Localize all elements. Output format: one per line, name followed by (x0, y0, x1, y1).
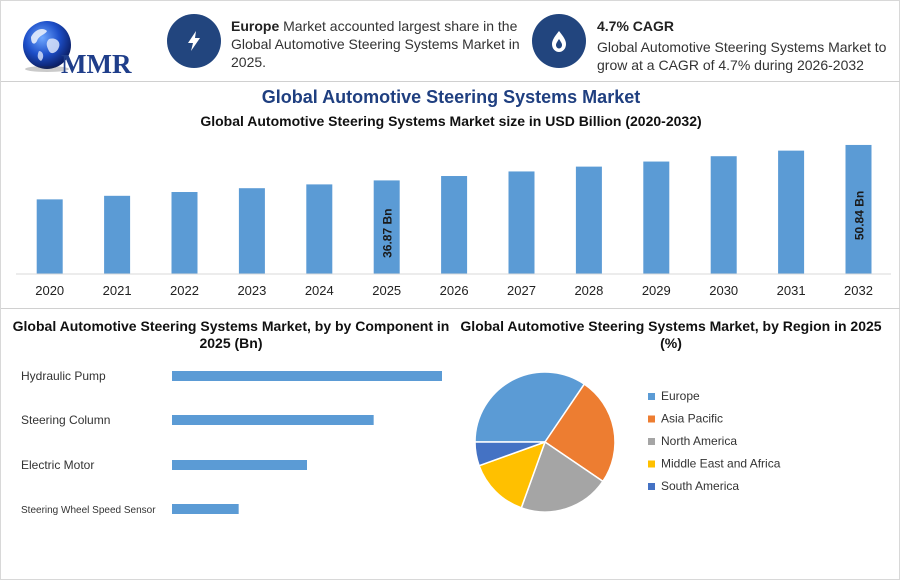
category-label: Electric Motor (21, 458, 94, 472)
legend-swatch (648, 483, 655, 490)
legend-swatch (648, 438, 655, 445)
x-tick-label: 2020 (35, 283, 64, 298)
cagr-title: 4.7% CAGR (597, 18, 675, 34)
bar-2030 (710, 156, 737, 274)
slice-north-america (520, 440, 604, 513)
component-chart-title: Global Automotive Steering Systems Marke… (12, 318, 450, 351)
header-divider (1, 81, 900, 82)
leading-region: Europe (231, 18, 280, 34)
legend-label: Europe (661, 389, 700, 403)
x-tick-label: 2029 (642, 283, 671, 298)
cagr-text: Global Automotive Steering Systems Marke… (597, 39, 887, 73)
slice-middle-east-and-africa (478, 440, 547, 509)
x-tick-label: 2025 (372, 283, 401, 298)
x-tick-label: 2031 (777, 283, 806, 298)
globe-icon (23, 21, 71, 72)
lightning-icon (167, 14, 221, 68)
bar-2028 (575, 166, 602, 274)
bar-hydraulic-pump (172, 371, 442, 381)
x-tick-label: 2032 (844, 283, 873, 298)
slice-europe (474, 371, 586, 443)
page-title: Global Automotive Steering Systems Marke… (261, 87, 641, 107)
x-tick-label: 2028 (574, 283, 603, 298)
bar-electric-motor (172, 460, 307, 470)
component-bar-chart: Hydraulic Pump Steering Column Electric Mo… (21, 369, 442, 516)
legend-label: Asia Pacific (661, 412, 723, 426)
bar-2025 (373, 180, 400, 274)
legend-swatch (648, 460, 655, 468)
region-chart-title: Global Automotive Steering Systems Marke… (460, 318, 882, 351)
bar-2020 (36, 199, 63, 274)
mmr-logo: MMR (17, 15, 137, 79)
bar-steering-column (172, 415, 374, 425)
x-tick-label: 2027 (507, 283, 536, 298)
region-share-text: Market accounted largest share in the Gl… (231, 18, 520, 70)
bar-2023 (238, 188, 265, 274)
growth-icon (532, 14, 586, 68)
data-label: 36.87 Bn (381, 209, 395, 258)
region-share-note: Europe Market accounted largest share in… (231, 17, 521, 71)
logo-text: MMR (61, 49, 132, 79)
x-tick-label: 2021 (103, 283, 132, 298)
slice-asia-pacific (543, 383, 616, 483)
region-pie-chart: Europe Asia Pacific North America Middle Ea… (474, 371, 781, 513)
chart-subtitle: Global Automotive Steering Systems Marke… (200, 113, 702, 129)
legend-swatch (648, 415, 655, 423)
cagr-note: 4.7% CAGR Global Automotive Steering Sys… (597, 17, 892, 74)
x-tick-label: 2022 (170, 283, 199, 298)
legend-swatch (648, 393, 655, 400)
bar-2027 (508, 171, 535, 274)
data-label: 50.84 Bn (853, 191, 867, 240)
x-tick-label: 2026 (440, 283, 469, 298)
x-tick-label: 2030 (709, 283, 738, 298)
slice-south-america (474, 441, 546, 467)
bar-2021 (104, 195, 131, 274)
legend-label: South America (661, 479, 739, 493)
bar-steering-wheel-speed-sensor (172, 504, 239, 514)
bar-2031 (778, 150, 805, 274)
section-divider (1, 308, 900, 309)
category-label: Steering Wheel Speed Sensor (21, 505, 156, 516)
market-size-bar-chart: 2020 2021 2022 2023 2024 2025 36.87 Bn 2026 2027… (16, 144, 891, 298)
category-label: Hydraulic Pump (21, 369, 106, 383)
x-tick-label: 2023 (237, 283, 266, 298)
legend-label: Middle East and Africa (661, 457, 781, 471)
bar-2026 (441, 176, 468, 274)
bar-2032 (845, 144, 872, 274)
x-tick-label: 2024 (305, 283, 334, 298)
bar-2029 (643, 161, 670, 274)
bar-2022 (171, 192, 198, 274)
bar-2024 (306, 184, 333, 274)
category-label: Steering Column (21, 413, 110, 427)
legend-label: North America (661, 434, 737, 448)
